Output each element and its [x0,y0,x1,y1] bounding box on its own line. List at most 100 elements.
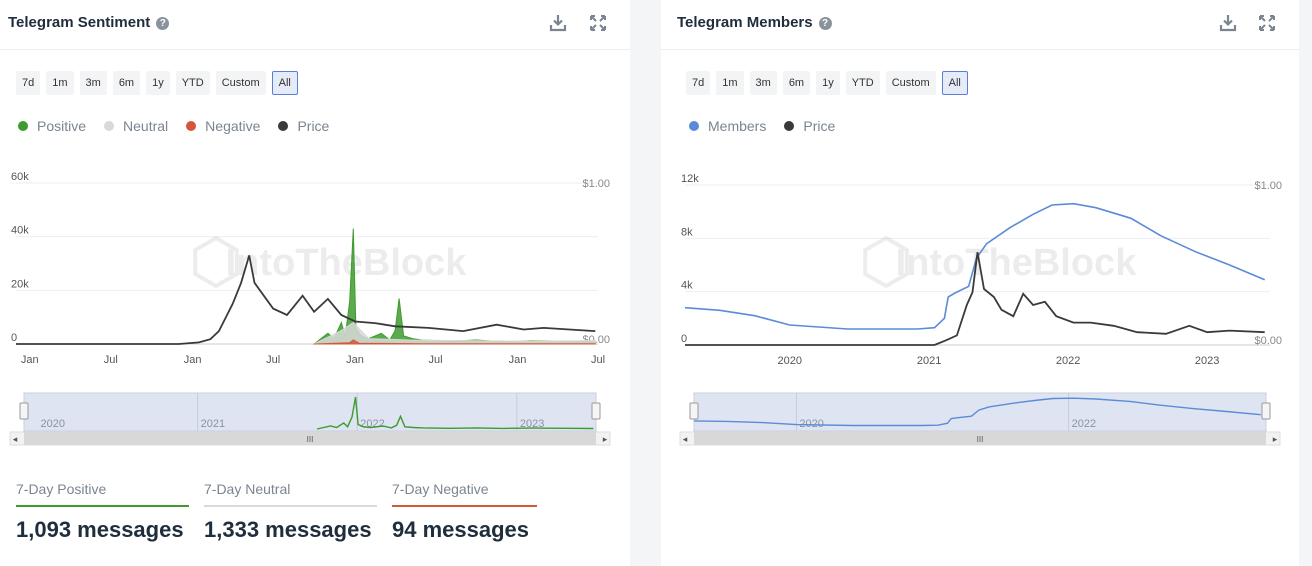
legend-item-price[interactable]: Price [784,118,835,134]
y2-tick-label: $1.00 [1254,180,1282,192]
watermark-text: IntoTheBlock [896,242,1138,284]
scrollbar-thumb[interactable] [694,432,1266,445]
fullscreen-icon[interactable] [1257,13,1277,33]
x-tick-label: Jul [429,354,443,366]
range-custom-button[interactable]: Custom [885,71,936,95]
y-tick-label: 8k [681,226,693,238]
range-all-button[interactable]: All [271,71,298,95]
stat-7day-positive: 7-Day Positive 1,093 messages [16,481,189,543]
legend-dot [104,121,115,131]
panel-header: Telegram Members? [661,0,1299,50]
scrollbar-thumb[interactable] [24,432,596,445]
x-tick-label: Jan [184,354,202,366]
x-tick-label: Jul [591,354,605,366]
range-all-button[interactable]: All [941,71,968,95]
scrollbar-grip: III [307,435,314,444]
watermark-logo: IntoTheBlock [193,235,468,289]
navigator-label: 2022 [360,418,384,430]
navigator-label: 2022 [1072,418,1096,430]
y2-tick-label: $1.00 [582,178,610,190]
scroll-left-arrow: ◂ [683,434,688,444]
x-tick-label: 2021 [917,355,941,367]
x-tick-label: 2023 [1195,355,1219,367]
x-tick-label: Jan [346,354,364,366]
panel-title: Telegram Members? [677,14,832,31]
scroll-right-arrow: ▸ [1273,434,1278,444]
x-tick-label: Jul [266,354,280,366]
navigator-handle-right[interactable] [591,402,601,420]
range-7d-button[interactable]: 7d [686,71,711,95]
navigator-handle-right[interactable] [1261,402,1271,420]
range-1m-button[interactable]: 1m [716,71,744,95]
stat-label: 7-Day Neutral [204,481,377,507]
series-negative-area[interactable] [314,339,596,345]
navigator-label: 2023 [520,418,544,430]
range-selector: 7d 1m 3m 6m 1y YTD Custom All [686,71,968,95]
legend-dot [186,121,197,131]
range-1y-button[interactable]: 1y [146,71,170,95]
scroll-left-arrow: ◂ [13,434,18,444]
download-icon[interactable] [548,13,568,33]
legend-item-members[interactable]: Members [689,118,766,134]
range-ytd-button[interactable]: YTD [845,71,880,95]
scroll-right-arrow: ▸ [603,434,608,444]
range-6m-button[interactable]: 6m [112,71,141,95]
legend-dot [689,121,699,131]
panel-header: Telegram Sentiment? [0,0,630,50]
members-chart[interactable]: 0 4k 8k 12k $0.00 $1.00 2020 2021 2022 2023 IntoTh… [661,0,1299,460]
stat-7day-negative: 7-Day Negative 94 messages [392,481,537,543]
legend-dot [784,121,795,131]
y-tick-label: 60k [11,171,29,183]
range-3m-button[interactable]: 3m [79,71,107,95]
range-3m-button[interactable]: 3m [749,71,777,95]
stat-value: 1,333 messages [204,517,372,542]
navigator-handle-left[interactable] [19,402,29,420]
help-icon[interactable]: ? [818,16,832,30]
navigator-handle-left[interactable] [689,402,699,420]
legend-item-price[interactable]: Price [278,118,329,134]
watermark-text: IntoTheBlock [226,242,468,284]
range-ytd-button[interactable]: YTD [175,71,210,95]
panel-title: Telegram Sentiment? [8,14,170,31]
navigator-label: 2020 [41,418,65,430]
range-6m-button[interactable]: 6m [782,71,811,95]
navigator-window[interactable] [693,392,1267,432]
series-neutral-area[interactable] [313,321,596,345]
telegram-sentiment-panel: Telegram Sentiment? 7d 1m 3m 6m 1y YTD C… [0,0,630,566]
help-icon[interactable]: ? [156,16,170,30]
chart-legend: Members Price [689,118,835,134]
legend-item-negative[interactable]: Negative [186,118,260,134]
x-tick-label: Jan [509,354,527,366]
download-icon[interactable] [1218,13,1238,33]
x-tick-label: Jan [21,354,39,366]
legend-dot [18,121,28,131]
series-price-line[interactable] [685,252,1265,346]
navigator-window[interactable] [23,392,597,432]
stat-label: 7-Day Positive [16,481,189,507]
stat-value: 1,093 messages [16,517,184,542]
y-tick-label: 20k [11,278,29,290]
scrollbar-grip: III [977,435,984,444]
navigator-series-line [693,397,1261,427]
range-custom-button[interactable]: Custom [215,71,266,95]
y-tick-label: 12k [681,173,699,185]
stat-label: 7-Day Negative [392,481,537,507]
range-1m-button[interactable]: 1m [46,71,74,95]
x-tick-label: 2022 [1056,355,1080,367]
watermark-logo: IntoTheBlock [863,235,1138,289]
range-7d-button[interactable]: 7d [16,71,41,95]
stat-7day-neutral: 7-Day Neutral 1,333 messages [204,481,377,543]
chart-legend: Positive Neutral Negative Price [18,118,329,134]
legend-item-neutral[interactable]: Neutral [104,118,168,134]
navigator-label: 2021 [201,418,225,430]
stat-value: 94 messages [392,517,529,542]
navigator-series-line [316,396,594,430]
range-1y-button[interactable]: 1y [816,71,840,95]
y-tick-label: 0 [681,333,687,345]
fullscreen-icon[interactable] [588,13,608,33]
legend-dot [278,121,289,131]
legend-item-positive[interactable]: Positive [18,118,86,134]
y-tick-label: 4k [681,280,693,292]
series-price-line[interactable] [16,255,596,345]
